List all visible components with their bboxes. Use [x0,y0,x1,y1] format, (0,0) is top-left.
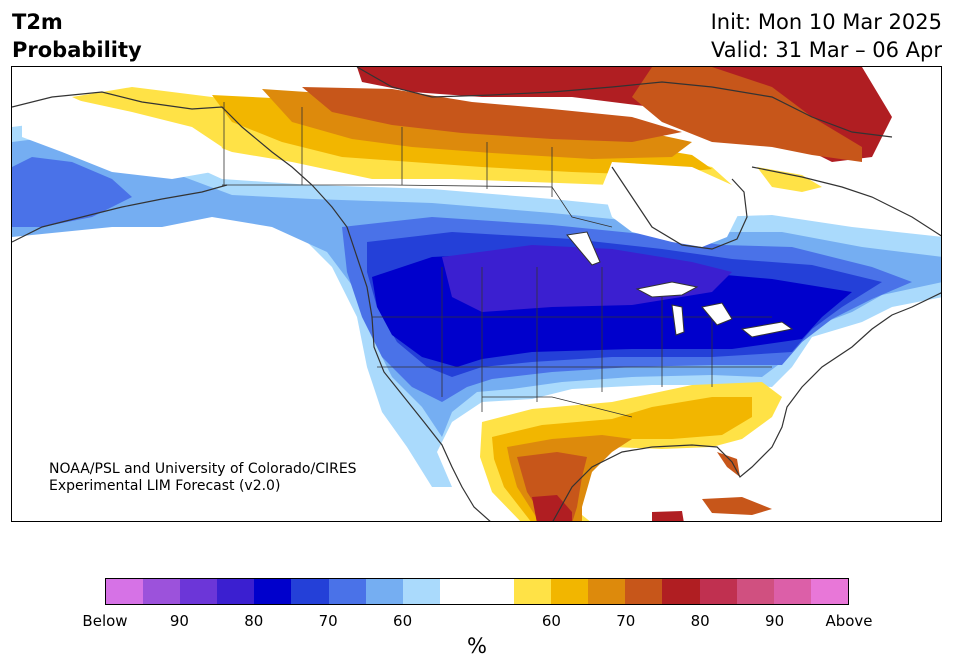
warm-florida [717,452,740,477]
colorbar-segment [625,579,663,604]
colorbar-tick-label: 60 [541,612,561,630]
title-line2: Probability [12,38,142,62]
colorbar-segment [588,579,626,604]
credit-line2: Experimental LIM Forecast (v2.0) [49,478,281,494]
colorbar-segment [291,579,329,604]
great-lakes [566,231,794,338]
colorbar-segment [662,579,700,604]
forecast-dates: Init: Mon 10 Mar 2025 Valid: 31 Mar – 06… [711,8,942,64]
colorbar-unit: % [467,634,487,658]
colorbar-segment [514,579,552,604]
colorbar-tick-label: 70 [318,612,338,630]
neutral-alaska [22,99,222,179]
colorbar-tick-label: 80 [690,612,710,630]
valid-date: Valid: 31 Mar – 06 Apr [711,38,942,62]
colorbar-tick-label: Above [825,612,873,630]
warm-cuba [702,497,772,515]
colorbar-segment [180,579,218,604]
neutral-hudson [602,162,742,247]
political-borders [222,102,772,418]
colorbar-segment [773,579,811,604]
colorbar-tick-label: 60 [393,612,413,630]
colorbar-segment [439,579,477,604]
colorbar-segment [699,579,737,604]
cold-region-70 [12,157,132,227]
title-line1: T2m [12,10,63,34]
warm-caribbean [652,511,684,521]
credit-text: NOAA/PSL and University of Colorado/CIRE… [49,461,357,495]
map-panel [11,66,942,522]
colorbar-tick-label: 80 [244,612,264,630]
colorbar-segment [365,579,403,604]
warm-north-75 [302,87,682,142]
map-title: T2m Probability [12,8,142,64]
warm-labrador [757,167,822,192]
colorbar-segment [476,579,515,604]
colorbar-segment [328,579,366,604]
colorbar [105,578,849,605]
warm-mexico-80 [532,495,572,521]
colorbar-segment [736,579,774,604]
colorbar-segment [810,579,848,604]
colorbar-segment [254,579,292,604]
colorbar-tick-label: 70 [616,612,636,630]
colorbar-segment [217,579,255,604]
warm-south-75 [517,452,587,521]
credit-line1: NOAA/PSL and University of Colorado/CIRE… [49,461,357,477]
colorbar-segment [551,579,589,604]
init-date: Init: Mon 10 Mar 2025 [710,10,942,34]
colorbar-segment [143,579,181,604]
warm-greenland-orange [632,67,862,162]
colorbar-tick-label: 90 [765,612,785,630]
probability-map [12,67,941,521]
colorbar-segment [106,579,144,604]
coastlines [12,67,941,521]
colorbar-tick-label: Below [82,612,128,630]
colorbar-segment [402,579,440,604]
colorbar-tick-label: 90 [169,612,189,630]
